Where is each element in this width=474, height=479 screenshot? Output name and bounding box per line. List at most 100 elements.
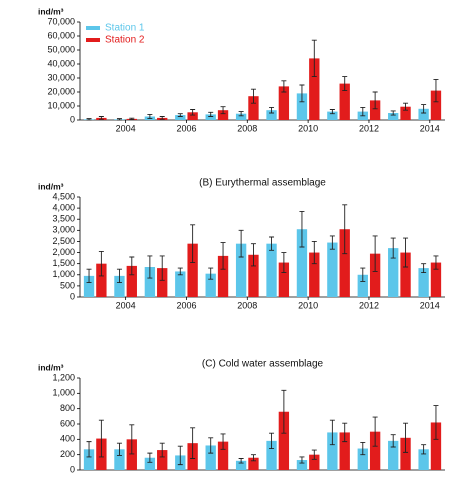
bar [418,449,429,470]
bar [83,275,95,297]
error-bar [190,224,196,264]
error-bar [208,267,214,280]
error-bar [269,432,275,449]
bar [217,110,229,120]
bar [309,454,320,470]
error-bar [433,405,439,440]
error-bar [372,235,378,272]
error-bar [220,242,226,270]
bar [296,229,308,297]
y-tick-label: 400 [60,434,75,444]
error-bar [129,117,135,121]
error-bar [98,250,104,277]
x-tick-label: 2004 [116,123,136,133]
y-tick-label: 800 [60,403,75,413]
error-bar [390,434,396,448]
error-bar [433,78,439,103]
bar [114,449,125,470]
bar [126,439,137,470]
error-bar [116,268,122,284]
bar [357,448,368,470]
chart-title: (C) Cold water assemblage [202,359,324,370]
error-bar [311,240,317,265]
error-bar [360,106,366,117]
y-tick-label: 200 [60,449,75,459]
bar [388,440,399,470]
bar [235,460,247,470]
bar [339,432,350,470]
error-bar [190,427,196,459]
y-tick-label: 1,000 [52,388,75,398]
y-tick-label: 70,000 [47,16,75,26]
bar [400,437,411,470]
y-axis-label: ind/m³ [38,6,64,16]
legend-swatch [86,26,100,30]
y-tick-label: 600 [60,418,75,428]
y-tick-label: 20,000 [47,86,75,96]
error-bar [147,113,153,120]
y-tick-label: 40,000 [47,58,75,68]
bar [175,271,186,297]
bar [235,243,247,297]
bar [309,58,320,120]
error-bar [372,416,378,447]
error-bar [159,116,165,120]
y-tick-label: 30,000 [47,72,75,82]
error-bar [403,102,409,111]
bar [278,411,290,470]
bar [296,93,308,120]
error-bar [220,106,226,115]
bar [430,90,442,120]
y-tick-label: 0 [70,291,75,301]
y-tick-label: 2,000 [52,247,75,257]
bar [357,274,368,297]
error-bar [403,237,409,268]
error-bar [86,118,92,121]
bar [400,106,411,120]
error-bar [421,104,427,114]
y-tick-label: 0 [70,114,75,124]
bar [369,100,381,120]
error-bar [433,255,439,270]
bar [339,83,350,120]
error-bar [342,76,348,92]
error-bar [220,433,226,450]
x-tick-label: 2010 [298,123,318,133]
error-bar [269,236,275,251]
x-tick-label: 2012 [359,300,379,310]
bar [418,268,429,297]
bar [175,115,186,120]
y-tick-label: 500 [60,280,75,290]
error-bar [269,106,275,114]
y-tick-label: 50,000 [47,44,75,54]
bar [157,450,168,470]
error-bar [390,110,396,116]
error-bar [281,80,287,93]
x-tick-label: 2012 [359,123,379,133]
bar [248,254,259,297]
y-tick-label: 4,500 [52,191,75,201]
error-bar [208,111,214,117]
error-bar [129,424,135,455]
error-bar [421,263,427,274]
error-bar [311,449,317,460]
bar [114,275,125,297]
error-bar [190,109,196,116]
error-bar [238,111,244,117]
bar [418,108,429,120]
x-tick-label: 2008 [237,300,257,310]
bar [217,441,229,470]
error-bar [372,91,378,110]
y-tick-label: 1,000 [52,269,75,279]
error-bar [342,422,348,443]
legend-label: Station 2 [105,35,145,46]
error-bar [86,441,92,458]
error-bar [116,442,122,456]
bar [309,252,320,297]
y-tick-label: 1,500 [52,258,75,268]
error-bar [329,109,335,115]
bar [266,243,277,297]
bar [278,262,290,297]
bar [388,248,399,297]
bar [248,96,259,120]
